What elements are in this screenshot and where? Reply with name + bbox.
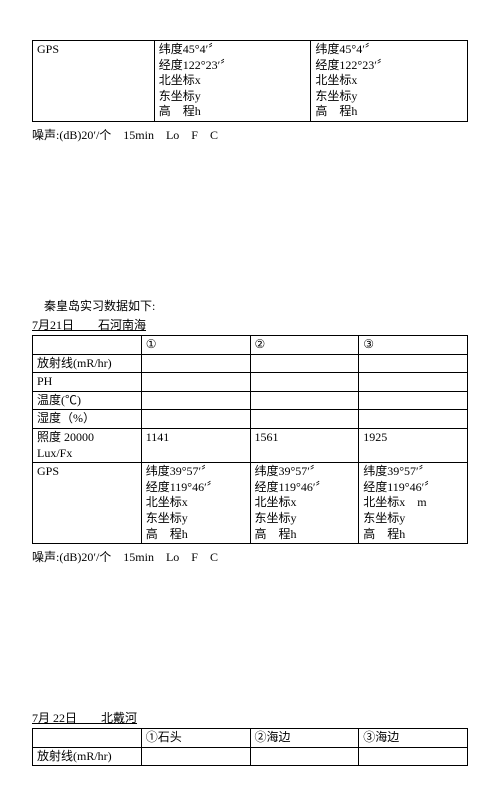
cell: 纬度39°57′〞 经度119°46′〞 北坐标x 东坐标y 高 程h [250,463,359,544]
cell [359,373,468,392]
cell [250,410,359,429]
cell-gps-a: 纬度45°4′〞 经度122°23′〞 北坐标x 东坐标y 高 程h [154,41,311,122]
table-row: PH [33,373,468,392]
cell: ②海边 [250,729,359,748]
cell: ① [141,335,250,354]
cell [359,391,468,410]
table-row: 温度(℃) [33,391,468,410]
cell [250,373,359,392]
cell: GPS [33,463,142,544]
table-row: GPS 纬度45°4′〞 经度122°23′〞 北坐标x 东坐标y 高 程h 纬… [33,41,468,122]
table-row-head: ①石头 ②海边 ③海边 [33,729,468,748]
cell: ③ [359,335,468,354]
cell-gps-b: 纬度45°4′〞 经度122°23′〞 北坐标x 东坐标y 高 程h [311,41,468,122]
section1-title: 7月21日 石河南海 [32,316,468,333]
cell [33,729,142,748]
cell [141,391,250,410]
table-row: 放射线(mR/hr) [33,354,468,373]
cell [141,373,250,392]
cell [250,354,359,373]
cell [141,354,250,373]
cell [359,747,468,766]
gps-table-1: GPS 纬度45°4′〞 经度122°23′〞 北坐标x 东坐标y 高 程h 纬… [32,40,468,122]
spacer [32,569,468,709]
cell [141,410,250,429]
cell: 纬度39°57′〞 经度119°46′〞 北坐标x 东坐标y 高 程h [141,463,250,544]
noise-line-2: 噪声:(dB)20′/个 15min Lo F C [32,548,468,565]
cell: ② [250,335,359,354]
cell [359,354,468,373]
table-row: 湿度（%） [33,410,468,429]
cell: 照度 20000 Lux/Fx [33,428,142,462]
cell: 1561 [250,428,359,462]
data-table-2: ① ② ③ 放射线(mR/hr) PH 温度(℃) 湿度（%） 照度 20000… [32,335,468,544]
cell-label: GPS [33,41,155,122]
cell: 湿度（%） [33,410,142,429]
spacer [32,147,468,297]
cell: PH [33,373,142,392]
cell [250,391,359,410]
cell [359,410,468,429]
cell [141,747,250,766]
section2-title: 7月 22日 北戴河 [32,709,468,726]
table-row-lux: 照度 20000 Lux/Fx 1141 1561 1925 [33,428,468,462]
cell: 放射线(mR/hr) [33,747,142,766]
table-row: 放射线(mR/hr) [33,747,468,766]
noise-line-1: 噪声:(dB)20′/个 15min Lo F C [32,126,468,143]
cell [250,747,359,766]
cell: ①石头 [141,729,250,748]
cell: 1925 [359,428,468,462]
cell: 1141 [141,428,250,462]
table-row-gps: GPS 纬度39°57′〞 经度119°46′〞 北坐标x 东坐标y 高 程h … [33,463,468,544]
section1-intro: 秦皇岛实习数据如下: [32,297,468,314]
cell [33,335,142,354]
table-row-head: ① ② ③ [33,335,468,354]
cell: ③海边 [359,729,468,748]
cell: 放射线(mR/hr) [33,354,142,373]
cell: 纬度39°57′〞 经度119°46′〞 北坐标x m 东坐标y 高 程h [359,463,468,544]
cell: 温度(℃) [33,391,142,410]
data-table-3: ①石头 ②海边 ③海边 放射线(mR/hr) [32,728,468,766]
